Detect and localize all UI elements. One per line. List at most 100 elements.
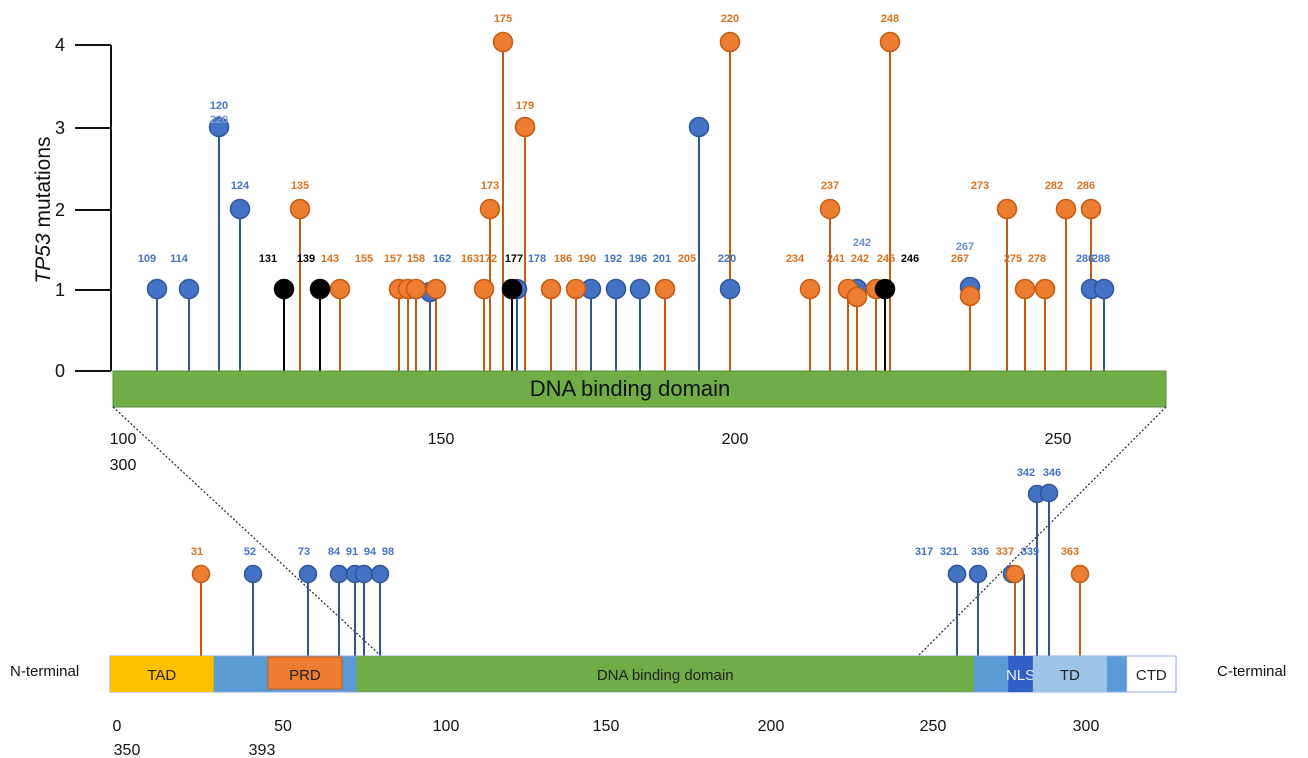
position-label: 175 — [494, 13, 512, 25]
mutation-dot — [354, 564, 374, 584]
top-x-tick-labels: 100 150 200 250 300 — [110, 431, 1072, 474]
position-label: 275 — [1004, 253, 1022, 265]
mutation-dot — [243, 564, 263, 584]
position-label: 124 — [231, 180, 250, 192]
position-label: 242 — [851, 253, 869, 265]
position-label: 286 — [1077, 180, 1095, 192]
mutation-dot — [996, 198, 1018, 220]
position-label: 286 — [1076, 253, 1094, 265]
position-label: 288 — [1092, 253, 1110, 265]
position-label: 162 — [433, 253, 451, 265]
position-label: 91 — [346, 546, 358, 558]
mutation-dot — [1039, 483, 1059, 503]
mutation-dot — [309, 278, 331, 300]
position-label-overlap: 220 — [210, 114, 228, 126]
position-label: 282 — [1045, 180, 1063, 192]
zoom-guide-lines — [112, 406, 1167, 657]
position-label: 267 — [956, 241, 974, 253]
domain-nls — [1008, 656, 1033, 692]
y-tick-label: 1 — [55, 280, 65, 300]
mutation-dot — [479, 198, 501, 220]
mutation-dot — [565, 278, 587, 300]
mutation-dot — [947, 564, 967, 584]
position-label: 186 — [554, 253, 572, 265]
bottom-stems — [200, 493, 1081, 656]
zoom-line-left — [112, 406, 382, 657]
position-label: 114 — [170, 253, 189, 265]
mutation-dot — [879, 31, 901, 53]
mutation-dot — [799, 278, 821, 300]
c-terminal-label: C-terminal — [1217, 663, 1286, 680]
bottom-dots — [191, 483, 1090, 584]
domain-ctd — [1126, 655, 1177, 693]
bottom-position-labels: 52 73 84 91 94 98 317 321 336 339 342 346 31 337 363 — [191, 467, 1079, 558]
position-label: 205 — [678, 253, 696, 265]
zoom-line-right — [917, 406, 1167, 657]
y-tick-label: 0 — [55, 361, 65, 381]
mutation-dot — [191, 564, 211, 584]
mutation-dot — [719, 278, 741, 300]
x-tick-label: 100 — [110, 431, 137, 448]
mutation-dot — [1014, 278, 1036, 300]
mutation-dot — [605, 278, 627, 300]
position-label: 273 — [971, 180, 989, 192]
position-label: 220 — [718, 253, 736, 265]
domain-tad — [110, 656, 214, 692]
mutation-dot — [329, 564, 349, 584]
domain-label: DNA binding domain — [597, 667, 734, 684]
mutation-dot — [405, 278, 427, 300]
position-label: 155 — [355, 253, 373, 265]
mutation-dot — [959, 285, 981, 307]
position-label: 342 — [1017, 467, 1035, 479]
mutation-dot — [229, 198, 251, 220]
mutation-dot — [819, 198, 841, 220]
position-label: 245 — [877, 253, 895, 265]
x-tick-label: 150 — [593, 718, 620, 735]
mutation-dot — [719, 31, 741, 53]
position-label: 201 — [653, 253, 671, 265]
position-label: 192 — [604, 253, 622, 265]
mutation-dot — [178, 278, 200, 300]
x-tick-label: 200 — [758, 718, 785, 735]
x-tick-label: 250 — [920, 718, 947, 735]
position-label: 336 — [971, 546, 989, 558]
position-label: 278 — [1028, 253, 1046, 265]
mutation-dot — [1055, 198, 1077, 220]
mutation-dot — [273, 278, 295, 300]
mutation-dot — [146, 278, 168, 300]
top-domain-bar: DNA binding domain — [112, 370, 1167, 408]
domain-label: TD — [1060, 667, 1080, 684]
position-label: 248 — [881, 13, 899, 25]
position-label: 337 — [996, 546, 1014, 558]
position-label: 73 — [298, 546, 310, 558]
mutation-dot — [1080, 198, 1102, 220]
position-label: 317 — [915, 546, 933, 558]
mutation-dot — [501, 278, 523, 300]
mutation-dot — [298, 564, 318, 584]
mutation-dot — [629, 278, 651, 300]
mutation-dot — [1005, 564, 1025, 584]
position-label: 246 — [901, 253, 919, 265]
domain-label: NLS — [1006, 667, 1035, 684]
position-label: 237 — [821, 180, 839, 192]
x-tick-label: 150 — [428, 431, 455, 448]
mutation-dot — [1093, 278, 1115, 300]
top-y-axis: 0 1 2 3 4 — [55, 35, 112, 381]
top-dots — [146, 31, 1115, 308]
y-tick-label: 3 — [55, 118, 65, 138]
y-axis-label-text: mutations — [32, 136, 55, 233]
mutation-dot — [514, 116, 536, 138]
position-label: 196 — [629, 253, 647, 265]
x-tick-label: 200 — [722, 431, 749, 448]
position-label: 234 — [786, 253, 805, 265]
position-label: 98 — [382, 546, 394, 558]
domain-dna-binding-domain — [356, 656, 974, 692]
position-label: 163 — [461, 253, 479, 265]
position-label: 179 — [516, 100, 534, 112]
position-label: 52 — [244, 546, 256, 558]
n-terminal-label: N-terminal — [10, 663, 79, 680]
x-tick-label: 300 — [1073, 718, 1100, 735]
position-label: 157 — [384, 253, 402, 265]
mutation-dot — [874, 278, 896, 300]
